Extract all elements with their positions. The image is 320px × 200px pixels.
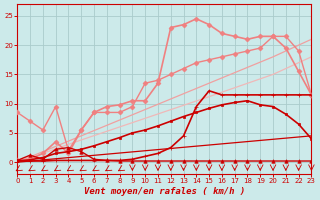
X-axis label: Vent moyen/en rafales ( km/h ): Vent moyen/en rafales ( km/h ) xyxy=(84,187,245,196)
